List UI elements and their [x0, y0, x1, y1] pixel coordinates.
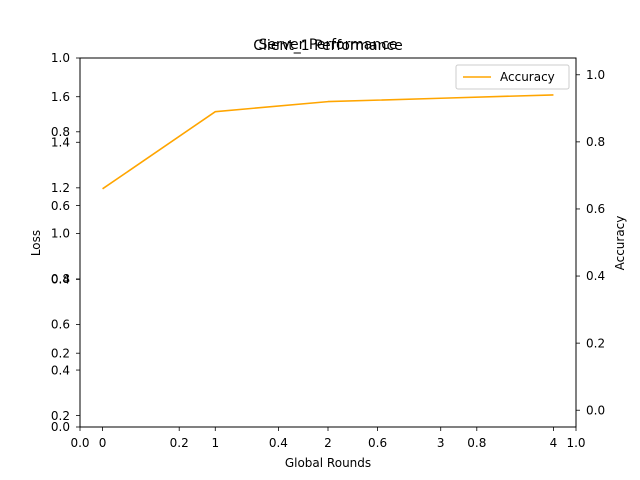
- placeholder-x-tick-label: 0.8: [467, 436, 486, 450]
- x-tick-label: 1: [211, 436, 219, 450]
- placeholder-x-tick-label: 1.0: [566, 436, 585, 450]
- y-axis-label-accuracy: Accuracy: [613, 216, 627, 271]
- placeholder-x-tick-label: 0.6: [368, 436, 387, 450]
- x-tick-label: 2: [324, 436, 332, 450]
- x-tick-label: 3: [437, 436, 445, 450]
- placeholder-y-ticks: 0.00.20.40.60.81.0: [51, 51, 80, 434]
- placeholder-x-tick-label: 0.0: [70, 436, 89, 450]
- accuracy-tick-label: 0.4: [586, 269, 605, 283]
- y-axis-label-loss: Loss: [29, 230, 43, 256]
- legend: Accuracy: [455, 64, 570, 90]
- accuracy-tick-label: 0.6: [586, 202, 605, 216]
- placeholder-x-tick-label: 0.2: [170, 436, 189, 450]
- accuracy-axis-ticks: 0.0 0.2 0.4 0.6 0.8 1.0: [576, 68, 605, 417]
- loss-tick-label: 0.8: [51, 272, 70, 286]
- placeholder-y-tick-label: 1.0: [51, 51, 70, 65]
- loss-tick-label: 0.2: [51, 409, 70, 423]
- loss-tick-label: 1.0: [51, 227, 70, 241]
- chart-title-server: Server Performance: [258, 37, 397, 53]
- placeholder-y-tick-label: 0.8: [51, 125, 70, 139]
- series-group: [102, 94, 554, 190]
- x-axis-label: Global Rounds: [285, 456, 371, 470]
- loss-tick-label: 0.4: [51, 363, 70, 377]
- loss-tick-label: 1.6: [51, 90, 70, 104]
- accuracy-tick-label: 1.0: [586, 68, 605, 82]
- chart-title-client: Client_1 Performance: [253, 38, 403, 54]
- placeholder-y-tick-label: 0.0: [51, 420, 70, 434]
- placeholder-y-tick-label: 0.4: [51, 273, 70, 287]
- x-tick-label: 4: [550, 436, 558, 450]
- placeholder-y-tick-label: 0.2: [51, 346, 70, 360]
- loss-tick-label: 1.2: [51, 181, 70, 195]
- accuracy-tick-label: 0.2: [586, 336, 605, 350]
- placeholder-x-ticks: 0.0 0.2 0.4 0.6 0.8 1.0: [70, 427, 586, 450]
- x-tick-label: 0: [99, 436, 107, 450]
- x-axis-ticks: 0 1 2 3 4: [99, 427, 558, 450]
- loss-tick-label: 0.6: [51, 318, 70, 332]
- placeholder-y-tick-label: 0.6: [51, 199, 70, 213]
- legend-label-accuracy: Accuracy: [500, 70, 555, 84]
- placeholder-x-tick-label: 0.4: [269, 436, 288, 450]
- accuracy-tick-label: 0.8: [586, 135, 605, 149]
- loss-axis-ticks: 0.2 0.4 0.6 0.8 1.0 1.2 1.4 1.6: [51, 90, 80, 423]
- accuracy-tick-label: 0.0: [586, 403, 605, 417]
- legend-box: [455, 64, 570, 90]
- loss-tick-label: 1.4: [51, 135, 70, 149]
